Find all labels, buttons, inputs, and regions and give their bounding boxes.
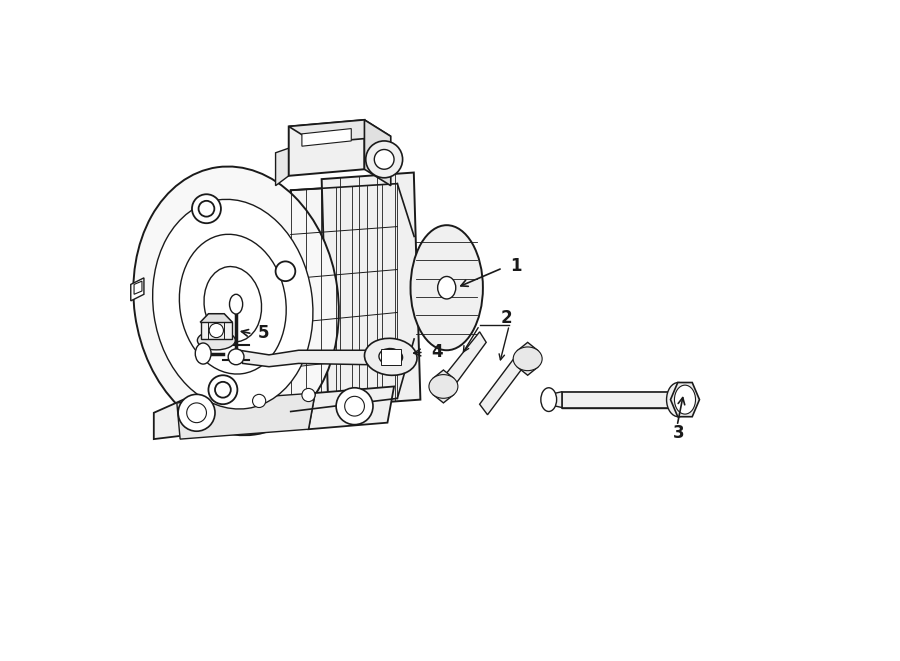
Ellipse shape [437,276,455,299]
Polygon shape [381,349,400,365]
Circle shape [178,395,215,431]
Ellipse shape [379,348,402,365]
Ellipse shape [197,331,235,350]
Polygon shape [480,352,527,414]
Circle shape [209,323,223,338]
Text: 3: 3 [673,424,685,442]
Ellipse shape [229,349,244,365]
Circle shape [199,201,214,217]
Text: 1: 1 [510,257,522,275]
Ellipse shape [429,375,458,399]
Circle shape [302,389,315,402]
Text: 5: 5 [257,324,269,342]
Polygon shape [134,281,142,294]
Circle shape [275,261,295,281]
Ellipse shape [204,266,262,342]
Ellipse shape [195,343,212,364]
Polygon shape [302,129,351,146]
Polygon shape [130,278,144,301]
Circle shape [345,397,364,416]
Polygon shape [309,387,394,429]
Polygon shape [289,120,391,143]
Ellipse shape [153,200,313,409]
Polygon shape [550,392,562,408]
Polygon shape [440,332,486,392]
Circle shape [209,375,238,405]
Ellipse shape [674,385,696,414]
Circle shape [365,141,402,178]
Polygon shape [364,120,391,186]
Ellipse shape [179,234,286,374]
Ellipse shape [410,225,483,350]
Polygon shape [201,322,232,339]
Polygon shape [239,350,370,367]
Circle shape [253,395,266,408]
Polygon shape [275,148,289,186]
Ellipse shape [230,294,243,314]
Text: 4: 4 [432,342,443,360]
Text: 2: 2 [500,309,512,327]
Polygon shape [321,173,420,407]
Polygon shape [176,393,315,439]
Circle shape [336,388,373,424]
Ellipse shape [364,338,417,375]
Polygon shape [291,184,397,412]
Ellipse shape [667,383,690,416]
Ellipse shape [541,388,556,411]
Circle shape [374,149,394,169]
Circle shape [215,382,230,398]
Circle shape [186,403,206,422]
Circle shape [192,194,220,223]
Polygon shape [433,370,454,403]
Polygon shape [154,390,263,439]
Ellipse shape [133,167,338,435]
Polygon shape [670,383,699,416]
Polygon shape [289,120,365,176]
Polygon shape [201,314,232,330]
Ellipse shape [513,347,542,371]
Polygon shape [518,342,538,375]
Polygon shape [562,392,674,408]
